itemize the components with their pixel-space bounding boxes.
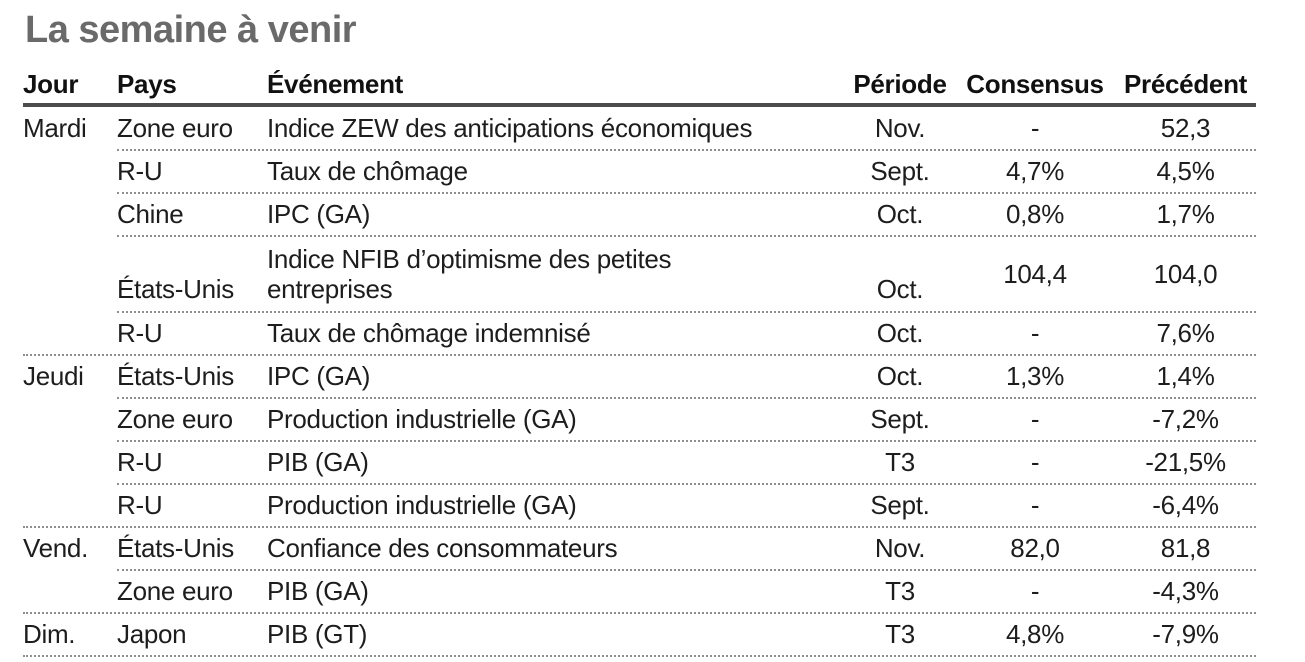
cell-evenement: Taux de chômage <box>267 156 468 186</box>
cell-consensus: - <box>1030 404 1040 434</box>
cell-consensus: - <box>1030 490 1040 520</box>
cell-pays: R-U <box>117 318 163 348</box>
row-separator <box>23 655 1256 657</box>
cell-consensus: 82,0 <box>1010 533 1060 563</box>
cell-precedent: 1,4% <box>1156 361 1215 391</box>
table-row: R-U Taux de chômage indemnisé Oct. - 7,6… <box>23 312 1256 356</box>
header-jour: Jour <box>23 69 79 99</box>
cell-precedent: 4,5% <box>1156 156 1215 186</box>
row-separator <box>23 612 1256 614</box>
page-title: La semaine à venir <box>25 9 357 51</box>
row-separator <box>117 440 1256 442</box>
cell-precedent: 81,8 <box>1160 533 1211 563</box>
cell-precedent: -7,2% <box>1152 404 1219 434</box>
cell-precedent: 52,3 <box>1160 113 1211 143</box>
cell-consensus: - <box>1030 113 1040 143</box>
cell-evenement: PIB (GT) <box>267 619 368 649</box>
cell-consensus: 1,3% <box>1005 361 1065 391</box>
row-separator <box>117 192 1256 194</box>
cell-jour: Mardi <box>23 113 87 143</box>
row-separator <box>117 235 1256 237</box>
cell-periode: Oct. <box>876 274 924 304</box>
table-header-row: Jour Pays Événement Période Consensus Pr… <box>23 60 1256 107</box>
table-row: Vend. États-Unis Confiance des consommat… <box>23 527 1256 571</box>
cell-evenement: Production industrielle (GA) <box>267 404 577 434</box>
cell-evenement: Production industrielle (GA) <box>267 490 577 520</box>
cell-pays: États-Unis <box>117 533 234 563</box>
row-separator <box>117 483 1256 485</box>
cell-precedent: 7,6% <box>1156 318 1215 348</box>
cell-pays: R-U <box>117 490 163 520</box>
cell-periode: T3 <box>885 619 915 649</box>
cell-consensus: 0,8% <box>1005 199 1065 229</box>
events-table: Jour Pays Événement Période Consensus Pr… <box>23 60 1256 657</box>
cell-periode: Sept. <box>870 156 930 186</box>
cell-pays: Zone euro <box>117 404 233 434</box>
cell-consensus: 4,7% <box>1005 156 1065 186</box>
cell-jour: Dim. <box>23 619 76 649</box>
table-row: R-U Taux de chômage Sept. 4,7% 4,5% <box>23 150 1256 194</box>
cell-pays: R-U <box>117 447 163 477</box>
row-separator <box>23 526 1256 528</box>
cell-evenement: Taux de chômage indemnisé <box>267 318 591 348</box>
table-row: Zone euro Production industrielle (GA) S… <box>23 398 1256 442</box>
cell-precedent: -4,3% <box>1152 576 1219 606</box>
cell-pays: Japon <box>117 619 187 649</box>
row-separator <box>117 149 1256 151</box>
cell-precedent: -6,4% <box>1152 490 1219 520</box>
cell-evenement: IPC (GA) <box>267 361 371 391</box>
cell-periode: Oct. <box>876 199 924 229</box>
cell-periode: Nov. <box>874 113 926 143</box>
cell-precedent: 104,0 <box>1153 258 1218 289</box>
table-row: États-Unis Indice NFIB d’optimisme des p… <box>23 236 1256 313</box>
cell-precedent: -21,5% <box>1145 447 1226 477</box>
row-separator <box>23 354 1256 356</box>
cell-precedent: 1,7% <box>1156 199 1215 229</box>
cell-jour: Vend. <box>23 533 89 563</box>
header-precedent: Précédent <box>1123 69 1248 99</box>
cell-evenement: Indice ZEW des anticipations économiques <box>267 113 753 143</box>
table-row: Jeudi États-Unis IPC (GA) Oct. 1,3% 1,4% <box>23 355 1256 399</box>
table-row: Chine IPC (GA) Oct. 0,8% 1,7% <box>23 193 1256 237</box>
header-evenement: Événement <box>267 69 404 99</box>
cell-consensus: - <box>1030 447 1040 477</box>
table-row: Dim. Japon PIB (GT) T3 4,8% -7,9% <box>23 613 1256 657</box>
cell-jour: Jeudi <box>23 361 84 391</box>
row-separator <box>117 569 1256 571</box>
cell-consensus: - <box>1030 576 1040 606</box>
cell-precedent: -7,9% <box>1152 619 1219 649</box>
cell-periode: Oct. <box>876 361 924 391</box>
table-row: R-U PIB (GA) T3 - -21,5% <box>23 441 1256 485</box>
cell-evenement: IPC (GA) <box>267 199 371 229</box>
table-row: Zone euro PIB (GA) T3 - -4,3% <box>23 570 1256 614</box>
cell-evenement: PIB (GA) <box>267 576 369 606</box>
cell-periode: Oct. <box>876 318 924 348</box>
cell-evenement: PIB (GA) <box>267 447 369 477</box>
row-separator <box>117 397 1256 399</box>
header-consensus: Consensus <box>966 69 1104 99</box>
header-periode: Période <box>853 69 947 99</box>
cell-pays: Chine <box>117 199 184 229</box>
cell-consensus: - <box>1030 318 1040 348</box>
cell-periode: T3 <box>885 447 915 477</box>
header-pays: Pays <box>117 69 177 99</box>
cell-pays: R-U <box>117 156 163 186</box>
row-separator <box>117 311 1256 313</box>
cell-pays: Zone euro <box>117 113 233 143</box>
cell-consensus: 4,8% <box>1005 619 1065 649</box>
cell-pays: États-Unis <box>117 361 234 391</box>
cell-pays: États-Unis <box>117 274 234 304</box>
table-row: Mardi Zone euro Indice ZEW des anticipat… <box>23 107 1256 151</box>
cell-evenement: Confiance des consommateurs <box>267 533 618 563</box>
cell-periode: Nov. <box>874 533 926 563</box>
table-row: R-U Production industrielle (GA) Sept. -… <box>23 484 1256 528</box>
cell-consensus: 104,4 <box>1003 258 1067 289</box>
cell-evenement: Indice NFIB d’optimisme des petites entr… <box>267 243 672 304</box>
cell-periode: Sept. <box>870 490 930 520</box>
cell-pays: Zone euro <box>117 576 233 606</box>
cell-periode: T3 <box>885 576 915 606</box>
cell-periode: Sept. <box>870 404 930 434</box>
